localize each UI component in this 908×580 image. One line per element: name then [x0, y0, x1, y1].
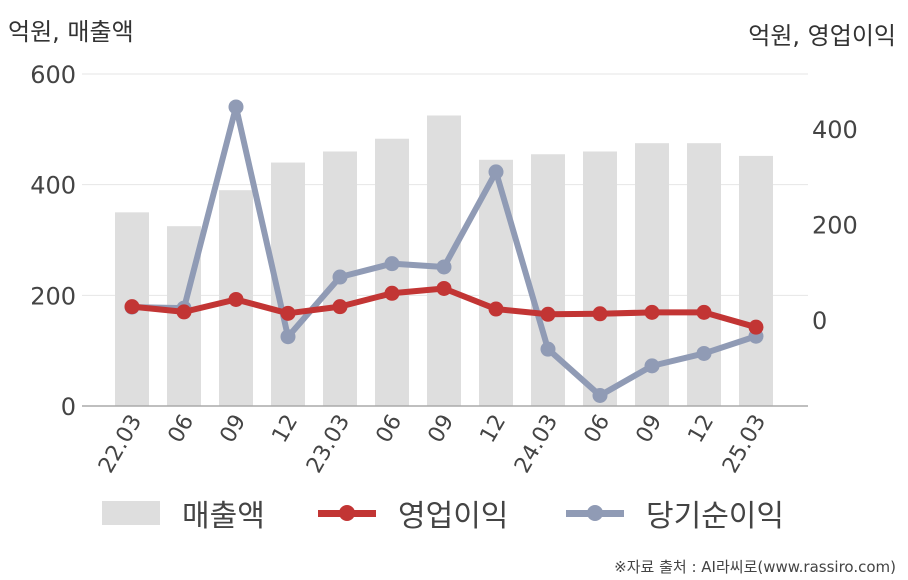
op-profit-point: [124, 299, 140, 315]
op-profit-point: [696, 304, 712, 320]
op-profit-point: [176, 304, 192, 320]
x-tick-label: 23.03: [302, 411, 355, 478]
x-tick-label: 25.03: [718, 411, 771, 478]
x-tick-label: 06: [372, 411, 408, 448]
legend-label-revenue: 매출액: [182, 499, 265, 534]
revenue-bar: [583, 151, 617, 406]
left-tick-label: 200: [30, 282, 76, 310]
legend-item-net-income: 당기순이익: [566, 490, 784, 536]
right-tick-label: 400: [812, 116, 858, 144]
op-profit-point: [280, 305, 296, 321]
right-tick-label: 200: [812, 211, 858, 239]
revenue-bar: [375, 138, 409, 407]
left-tick-label: 0: [61, 393, 76, 421]
x-tick-label: 06: [164, 411, 200, 448]
net-income-point: [488, 164, 504, 180]
revenue-bar: [687, 143, 721, 406]
op-profit-point: [748, 319, 764, 335]
x-tick-label: 09: [424, 411, 460, 448]
op-profit-point: [644, 304, 660, 320]
net-income-point: [436, 259, 452, 275]
legend-swatch-revenue: [102, 501, 160, 525]
legend-item-op-profit: 영업이익: [318, 490, 508, 536]
net-income-point: [592, 387, 608, 403]
net-income-point: [696, 345, 712, 361]
right-axis-unit: 억원, 영업이익: [748, 22, 896, 50]
x-tick-label: 12: [476, 411, 512, 448]
chart-legend: 매출액 영업이익 당기순이익: [0, 490, 908, 536]
left-tick-label: 600: [30, 61, 76, 89]
x-tick-label: 22.03: [94, 411, 147, 478]
revenue-bar: [739, 155, 773, 406]
right-tick-label: 0: [812, 307, 827, 335]
x-tick-label: 12: [684, 411, 720, 448]
x-tick-label: 24.03: [510, 411, 563, 478]
legend-label-op-profit: 영업이익: [398, 499, 509, 534]
left-tick-label: 400: [30, 172, 76, 200]
x-tick-label: 06: [580, 411, 616, 448]
net-income-point: [644, 358, 660, 374]
op-profit-point: [592, 306, 608, 322]
revenue-bar: [531, 154, 565, 406]
legend-swatch-net-income: [566, 501, 624, 525]
op-profit-point: [228, 291, 244, 307]
x-tick-label: 09: [632, 411, 668, 448]
net-income-point: [280, 329, 296, 345]
source-credit: ※자료 출처 : AI라씨로(www.rassiro.com): [614, 558, 896, 576]
legend-label-net-income: 당기순이익: [646, 499, 784, 534]
op-profit-point: [436, 280, 452, 296]
x-tick-label: 09: [216, 411, 252, 448]
left-axis-unit: 억원, 매출액: [8, 18, 134, 46]
op-profit-point: [332, 299, 348, 315]
op-profit-point: [540, 306, 556, 322]
net-income-point: [540, 341, 556, 357]
op-profit-point: [384, 285, 400, 301]
legend-item-revenue: 매출액: [102, 490, 265, 536]
net-income-point: [228, 99, 244, 115]
x-tick-label: 12: [268, 411, 304, 448]
net-income-point: [332, 269, 348, 285]
net-income-point: [384, 256, 400, 272]
legend-swatch-op-profit: [318, 501, 376, 525]
op-profit-point: [488, 301, 504, 317]
